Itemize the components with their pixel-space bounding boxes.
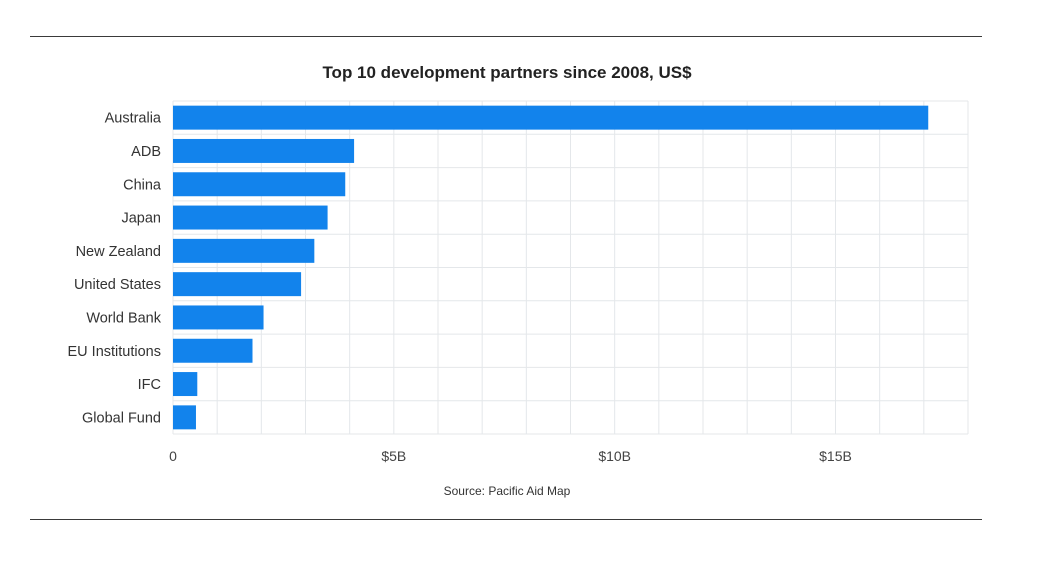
bar: [173, 272, 302, 297]
category-label: World Bank: [86, 310, 161, 326]
grid: [172, 100, 969, 435]
bottom-divider: [30, 519, 982, 520]
category-labels: Australia ADB China Japan New Zealand United …: [68, 111, 162, 427]
x-tick-label: $10B: [598, 448, 631, 464]
category-label: ADB: [131, 144, 161, 160]
bar: [173, 105, 929, 130]
x-tick-labels: 0 $5B $10B $15B: [169, 448, 852, 464]
x-tick-label: 0: [169, 448, 177, 464]
bar: [173, 172, 346, 197]
bar: [173, 205, 328, 230]
category-label: New Zealand: [76, 244, 161, 260]
category-label: Japan: [121, 211, 161, 227]
bar: [173, 238, 315, 263]
category-label: IFC: [138, 377, 161, 393]
chart-title: Top 10 development partners since 2008, …: [322, 63, 692, 82]
bar: [173, 305, 264, 330]
top-divider: [30, 36, 982, 37]
category-label: Australia: [105, 111, 162, 127]
category-label: United States: [74, 277, 161, 293]
category-label: EU Institutions: [68, 344, 162, 360]
x-tick-label: $15B: [819, 448, 852, 464]
bar: [173, 338, 253, 363]
bar: [173, 138, 355, 163]
category-label: Global Fund: [82, 410, 161, 426]
bar: [173, 405, 196, 430]
category-label: China: [123, 177, 162, 193]
source-note: Source: Pacific Aid Map: [444, 484, 571, 498]
bars: [173, 105, 929, 430]
x-tick-label: $5B: [381, 448, 406, 464]
bar: [173, 372, 198, 397]
